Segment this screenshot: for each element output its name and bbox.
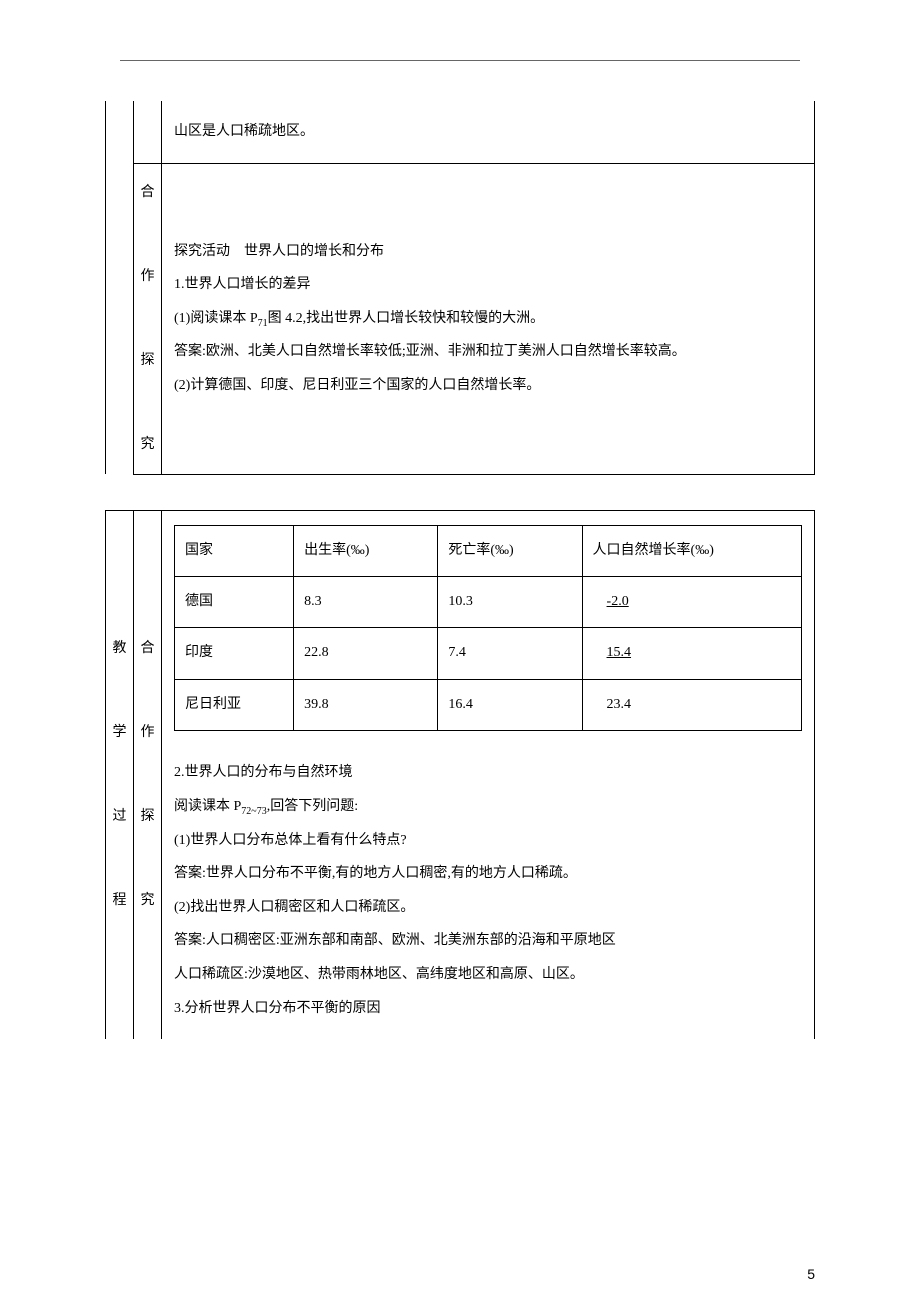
vert-col-empty-left [106,101,134,163]
cell-death: 16.4 [438,679,582,730]
text-line: 探究活动 世界人口的增长和分布 [174,235,802,269]
text-line: 1.世界人口增长的差异 [174,268,802,302]
content-cell: 国家 出生率(‰) 死亡率(‰) 人口自然增长率(‰) 德国 8.3 10.3 … [162,510,815,1039]
text-line: 2.世界人口的分布与自然环境 [174,756,802,790]
header-birth: 出生率(‰) [294,525,438,576]
text-line: (1)世界人口分布总体上看有什么特点? [174,824,802,858]
table-row: 德国 8.3 10.3 -2.0 [175,576,802,627]
table-row: 山区是人口稀疏地区。 [106,101,815,163]
vertical-text: 合作探究 [141,185,155,452]
text-line: 山区是人口稀疏地区。 [174,115,802,149]
text-line: 答案:世界人口分布不平衡,有的地方人口稠密,有的地方人口稀疏。 [174,857,802,891]
table-row: 教学过程 合作探究 国家 出生率(‰) 死亡率(‰) 人口自然增长率(‰) 德国 [106,510,815,1039]
cell-birth: 39.8 [294,679,438,730]
table-row: 合作探究 探究活动 世界人口的增长和分布 1.世界人口增长的差异 (1)阅读课本… [106,163,815,474]
inner-data-table: 国家 出生率(‰) 死亡率(‰) 人口自然增长率(‰) 德国 8.3 10.3 … [174,525,802,732]
vert-col-left: 教学过程 [106,510,134,1039]
page-top-divider [120,60,800,61]
cell-growth: 23.4 [582,679,801,730]
cell-death: 10.3 [438,576,582,627]
cell-birth: 8.3 [294,576,438,627]
table-row: 尼日利亚 39.8 16.4 23.4 [175,679,802,730]
cell-country: 德国 [175,576,294,627]
vertical-text: 教学过程 [113,641,127,908]
text-line: 答案:人口稠密区:亚洲东部和南部、欧洲、北美洲东部的沿海和平原地区 [174,924,802,958]
text-line: 答案:欧洲、北美人口自然增长率较低;亚洲、非洲和拉丁美洲人口自然增长率较高。 [174,335,802,369]
vert-col-label: 合作探究 [134,163,162,474]
text-line: (2)计算德国、印度、尼日利亚三个国家的人口自然增长率。 [174,369,802,403]
header-country: 国家 [175,525,294,576]
outer-table-2: 教学过程 合作探究 国家 出生率(‰) 死亡率(‰) 人口自然增长率(‰) 德国 [105,510,815,1040]
cell-birth: 22.8 [294,628,438,679]
vertical-text: 合作探究 [141,641,155,908]
cell-growth: 15.4 [582,628,801,679]
vert-col-empty-left [106,163,134,474]
text-line: 3.分析世界人口分布不平衡的原因 [174,992,802,1026]
cell-death: 7.4 [438,628,582,679]
cell-country: 尼日利亚 [175,679,294,730]
table-row: 印度 22.8 7.4 15.4 [175,628,802,679]
outer-table-1: 山区是人口稀疏地区。 合作探究 探究活动 世界人口的增长和分布 1.世界人口增长… [105,101,815,475]
page-number: 5 [807,1266,815,1282]
vert-col-mid: 合作探究 [134,510,162,1039]
header-death: 死亡率(‰) [438,525,582,576]
text-line: (1)阅读课本 P71图 4.2,找出世界人口增长较快和较慢的大洲。 [174,302,802,336]
content-cell: 探究活动 世界人口的增长和分布 1.世界人口增长的差异 (1)阅读课本 P71图… [162,163,815,474]
text-line: 阅读课本 P72~73,回答下列问题: [174,790,802,824]
table-row: 国家 出生率(‰) 死亡率(‰) 人口自然增长率(‰) [175,525,802,576]
header-growth: 人口自然增长率(‰) [582,525,801,576]
cell-country: 印度 [175,628,294,679]
vert-col-empty-mid [134,101,162,163]
text-line: 人口稀疏区:沙漠地区、热带雨林地区、高纬度地区和高原、山区。 [174,958,802,992]
text-line: (2)找出世界人口稠密区和人口稀疏区。 [174,891,802,925]
cell-growth: -2.0 [582,576,801,627]
content-cell: 山区是人口稀疏地区。 [162,101,815,163]
